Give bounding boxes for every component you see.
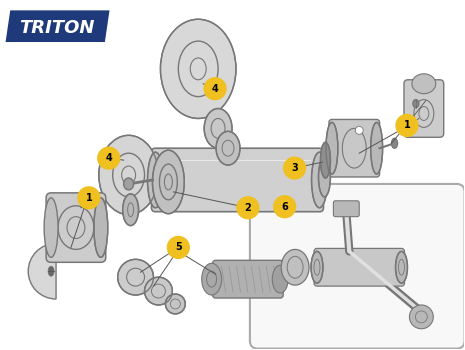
FancyBboxPatch shape [250,184,465,349]
Ellipse shape [312,152,327,208]
Circle shape [78,187,100,209]
FancyBboxPatch shape [152,148,324,212]
Ellipse shape [326,122,338,174]
Text: 4: 4 [106,153,112,163]
Ellipse shape [44,198,58,257]
Ellipse shape [48,266,54,276]
Ellipse shape [204,108,232,148]
Ellipse shape [281,250,309,285]
Ellipse shape [371,122,383,174]
Circle shape [98,147,120,169]
Ellipse shape [147,152,163,208]
Polygon shape [4,9,111,43]
Circle shape [274,196,296,218]
Ellipse shape [311,251,323,283]
Circle shape [284,157,306,179]
Ellipse shape [396,251,407,283]
Text: 5: 5 [175,243,182,252]
Circle shape [167,237,189,258]
Ellipse shape [145,277,173,305]
Text: 4: 4 [212,84,219,94]
Ellipse shape [392,138,398,148]
Ellipse shape [124,178,133,190]
Text: TRITON: TRITON [20,19,95,37]
Text: 1: 1 [86,193,92,203]
Circle shape [237,197,259,219]
Ellipse shape [320,142,331,178]
Text: 3: 3 [291,163,298,173]
Circle shape [396,114,418,136]
Text: 6: 6 [281,202,288,212]
Text: 1: 1 [404,120,410,131]
Ellipse shape [412,74,436,94]
Ellipse shape [319,157,331,197]
Ellipse shape [413,100,419,107]
Ellipse shape [123,194,139,226]
Ellipse shape [216,131,240,165]
Ellipse shape [166,294,185,314]
Text: 2: 2 [245,203,251,213]
Ellipse shape [160,19,236,118]
FancyBboxPatch shape [213,260,283,298]
Ellipse shape [118,259,153,295]
FancyBboxPatch shape [314,248,405,286]
Ellipse shape [99,135,159,215]
Wedge shape [28,244,56,299]
Ellipse shape [202,263,221,295]
Ellipse shape [355,126,363,134]
Ellipse shape [410,305,433,329]
FancyBboxPatch shape [329,119,379,177]
Circle shape [204,78,226,100]
FancyBboxPatch shape [404,80,444,137]
FancyBboxPatch shape [46,193,106,262]
FancyBboxPatch shape [333,201,359,217]
Ellipse shape [94,198,108,257]
Ellipse shape [272,265,288,293]
Ellipse shape [153,150,184,214]
